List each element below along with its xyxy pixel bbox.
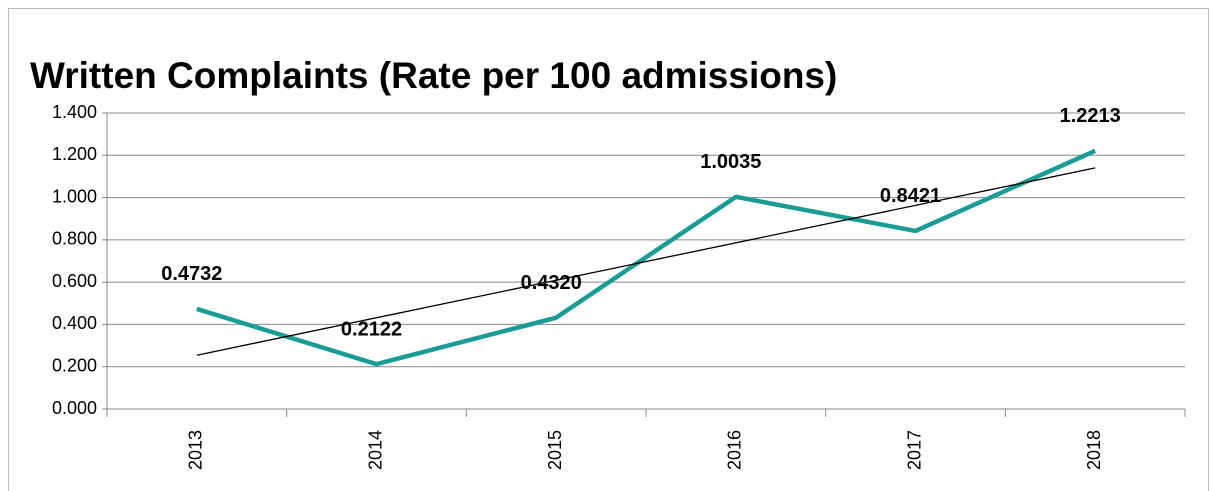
value-label: 0.4732 <box>161 263 222 285</box>
y-tick-label: 0.800 <box>52 229 97 249</box>
y-tick-label: 0.400 <box>52 313 97 333</box>
value-label: 0.2122 <box>341 318 402 340</box>
x-tick-label: 2013 <box>186 430 206 470</box>
y-tick-label: 1.200 <box>52 144 97 164</box>
x-tick-label: 2016 <box>725 430 745 470</box>
chart-frame <box>8 8 1209 491</box>
trendline <box>196 167 1096 356</box>
y-tick-label: 0.600 <box>52 271 97 291</box>
data-line <box>196 148 1097 367</box>
value-label: 0.8421 <box>880 185 941 207</box>
chart-title: Written Complaints (Rate per 100 admissi… <box>30 55 837 96</box>
x-tick-label: 2015 <box>545 430 565 470</box>
y-tick-label: 1.000 <box>52 186 97 206</box>
y-tick-label: 0.200 <box>52 355 97 375</box>
value-label: 0.4320 <box>521 272 582 294</box>
value-label: 1.2213 <box>1060 105 1121 127</box>
value-label: 1.0035 <box>700 151 761 173</box>
x-tick-label: 2017 <box>904 430 924 470</box>
y-tick-label: 0.000 <box>52 398 97 418</box>
x-tick-label: 2018 <box>1084 430 1104 470</box>
y-tick-label: 1.400 <box>52 102 97 122</box>
x-tick-label: 2014 <box>365 430 385 470</box>
